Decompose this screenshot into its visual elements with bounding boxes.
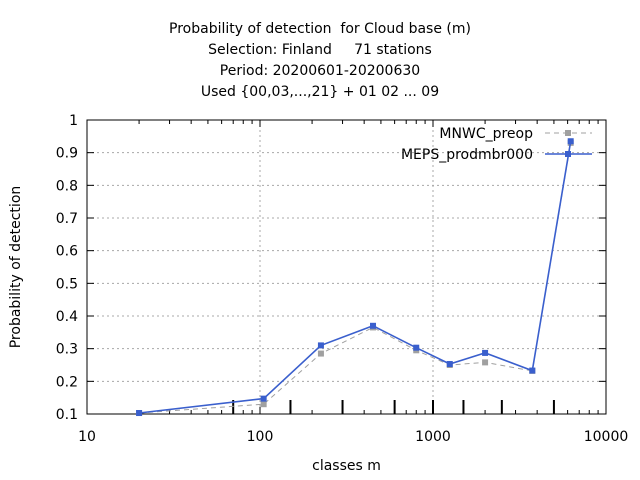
plot-area-border <box>86 119 607 415</box>
series-line-MEPS_prodmbr000 <box>139 141 572 414</box>
y-tick-label: 1 <box>69 113 78 129</box>
data-point-MEPS_prodmbr000 <box>136 410 143 417</box>
series-layer <box>136 138 574 417</box>
legend-label-MEPS_prodmbr000: MEPS_prodmbr000 <box>401 147 533 163</box>
grid-lines <box>87 120 606 414</box>
y-tick-label: 0.7 <box>56 211 78 227</box>
y-axis-label: Probability of detection <box>8 186 24 349</box>
data-point-MNWC_preop <box>260 401 267 408</box>
x-tick-label: 10000 <box>584 429 629 445</box>
x-tick-label: 100 <box>247 429 274 445</box>
x-axis-label: classes m <box>312 458 381 474</box>
chart-title-line-4: Used {00,03,...,21} + 01 02 ... 09 <box>200 84 440 100</box>
x-tick-label: 10 <box>78 429 96 445</box>
chart-title-line-2: Selection: Finland 71 stations <box>208 42 432 58</box>
y-tick-label: 0.5 <box>56 276 78 292</box>
x-tick-label: 1000 <box>415 429 451 445</box>
data-point-MEPS_prodmbr000 <box>482 349 489 356</box>
axis-tick-labels: 0.1 0.2 0.3 0.4 0.5 0.6 0.7 0.8 0.9 1 10 100 1000 100… <box>56 113 629 445</box>
chart-title-line-1: Probability of detection for Cloud base … <box>169 21 471 37</box>
data-point-MEPS_prodmbr000 <box>567 138 574 145</box>
data-point-MEPS_prodmbr000 <box>529 367 536 374</box>
y-tick-label: 0.3 <box>56 342 78 358</box>
legend: MNWC_preop MEPS_prodmbr000 <box>401 126 592 163</box>
y-tick-label: 0.8 <box>56 178 78 194</box>
data-point-MNWC_preop <box>317 350 324 357</box>
data-point-MEPS_prodmbr000 <box>260 395 267 402</box>
data-point-MNWC_preop <box>482 359 489 366</box>
data-point-MEPS_prodmbr000 <box>317 342 324 349</box>
y-tick-label: 0.1 <box>56 407 78 423</box>
legend-marker-MNWC_preop <box>565 130 571 136</box>
y-tick-label: 0.2 <box>56 374 78 390</box>
y-tick-label: 0.6 <box>56 244 78 260</box>
legend-marker-MEPS_prodmbr000 <box>565 151 571 157</box>
data-point-MEPS_prodmbr000 <box>370 322 377 329</box>
series-line-MNWC_preop <box>139 142 572 414</box>
legend-label-MNWC_preop: MNWC_preop <box>439 126 533 142</box>
data-point-MEPS_prodmbr000 <box>446 361 453 368</box>
chart-title-line-3: Period: 20200601-20200630 <box>219 63 421 79</box>
data-point-MEPS_prodmbr000 <box>413 344 420 351</box>
y-tick-label: 0.9 <box>56 146 78 162</box>
y-tick-label: 0.4 <box>56 309 78 325</box>
